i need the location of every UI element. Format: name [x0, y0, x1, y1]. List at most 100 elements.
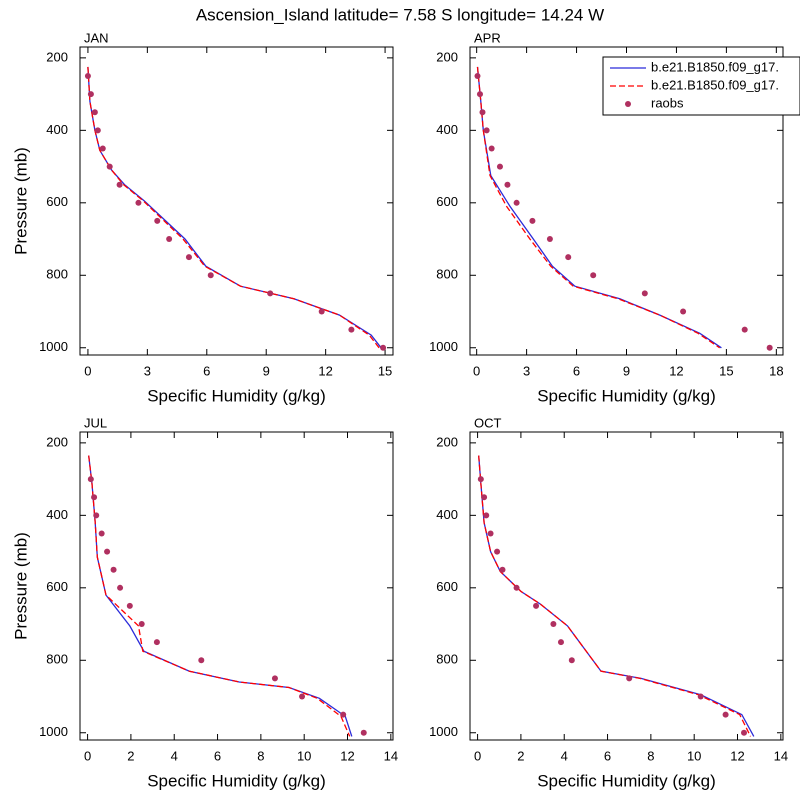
data-point: [87, 476, 94, 483]
y-tick-label: 400: [436, 507, 458, 522]
plot-frame: [79, 431, 394, 741]
data-point: [487, 530, 494, 537]
data-point: [360, 729, 367, 736]
profile-line: [478, 455, 755, 737]
data-point: [697, 693, 704, 700]
x-tick-label: 15: [719, 363, 733, 378]
data-point: [318, 308, 325, 315]
x-tick-label: 12: [669, 363, 683, 378]
data-point: [198, 657, 205, 664]
data-point: [546, 236, 553, 243]
y-tick-label: 200: [436, 49, 458, 64]
y-axis-label: Pressure (mb): [11, 147, 30, 255]
data-point: [557, 639, 564, 646]
data-point: [488, 145, 495, 152]
x-tick-label: 8: [647, 748, 654, 763]
x-tick-label: 9: [263, 363, 270, 378]
data-point: [741, 729, 748, 736]
profile-line: [87, 66, 382, 349]
x-tick-label: 12: [318, 363, 332, 378]
x-tick-label: 10: [687, 748, 701, 763]
data-point: [166, 236, 173, 243]
data-point: [680, 308, 687, 315]
data-point: [504, 181, 511, 188]
data-point: [590, 272, 597, 279]
data-point: [153, 639, 160, 646]
data-point: [550, 621, 557, 628]
data-point: [138, 621, 145, 628]
y-tick-label: 200: [436, 434, 458, 449]
x-axis-label: Specific Humidity (g/kg): [147, 386, 326, 405]
y-tick-label: 400: [46, 507, 68, 522]
data-point: [87, 91, 94, 98]
x-tick-label: 14: [384, 748, 398, 763]
data-point: [499, 566, 506, 573]
panel-title: JUL: [84, 415, 107, 430]
y-tick-label: 600: [46, 579, 68, 594]
data-point: [476, 91, 483, 98]
data-point: [299, 693, 306, 700]
data-point: [126, 602, 133, 609]
x-tick-label: 2: [127, 748, 134, 763]
data-point: [496, 163, 503, 170]
x-tick-label: 12: [340, 748, 354, 763]
data-point: [185, 254, 192, 261]
panel-title: OCT: [474, 415, 502, 430]
data-point: [135, 199, 142, 206]
data-point: [529, 217, 536, 224]
data-point: [513, 199, 520, 206]
data-point: [91, 494, 98, 501]
x-tick-label: 6: [604, 748, 611, 763]
data-point: [477, 476, 484, 483]
data-point: [474, 72, 481, 79]
data-point: [340, 711, 347, 718]
data-point: [348, 326, 355, 333]
x-tick-label: 0: [84, 363, 91, 378]
data-point: [483, 127, 490, 134]
x-axis-label: Specific Humidity (g/kg): [147, 771, 326, 790]
data-point: [110, 566, 117, 573]
y-tick-label: 600: [436, 194, 458, 209]
x-tick-label: 4: [171, 748, 178, 763]
y-tick-label: 800: [436, 267, 458, 282]
y-tick-label: 800: [436, 652, 458, 667]
y-tick-label: 1000: [39, 339, 68, 354]
data-point: [271, 675, 278, 682]
y-tick-label: 1000: [39, 724, 68, 739]
legend-box: [602, 56, 800, 116]
x-tick-label: 6: [203, 363, 210, 378]
x-tick-label: 0: [474, 748, 481, 763]
data-point: [722, 711, 729, 718]
y-tick-label: 200: [46, 434, 68, 449]
data-point: [154, 217, 161, 224]
y-axis-label: Pressure (mb): [11, 532, 30, 640]
x-tick-label: 18: [769, 363, 783, 378]
y-tick-label: 600: [436, 579, 458, 594]
x-tick-label: 6: [573, 363, 580, 378]
x-tick-label: 8: [257, 748, 264, 763]
data-point: [99, 145, 106, 152]
legend-label: raobs: [651, 95, 684, 110]
x-tick-label: 4: [561, 748, 568, 763]
data-point: [98, 530, 105, 537]
data-point: [568, 657, 575, 664]
data-point: [93, 512, 100, 519]
x-tick-label: 0: [84, 748, 91, 763]
data-point: [117, 584, 124, 591]
x-tick-label: 3: [523, 363, 530, 378]
data-point: [104, 548, 111, 555]
data-point: [766, 344, 773, 351]
panel-title: APR: [474, 30, 501, 45]
profile-line: [476, 66, 721, 349]
x-tick-label: 9: [623, 363, 630, 378]
data-point: [91, 109, 98, 116]
data-point: [533, 602, 540, 609]
x-tick-label: 14: [774, 748, 788, 763]
x-tick-label: 10: [297, 748, 311, 763]
y-tick-label: 200: [46, 49, 68, 64]
x-tick-label: 12: [730, 748, 744, 763]
legend-label: b.e21.B1850.f09_g17.: [651, 77, 779, 92]
data-point: [641, 290, 648, 297]
y-tick-label: 400: [46, 122, 68, 137]
